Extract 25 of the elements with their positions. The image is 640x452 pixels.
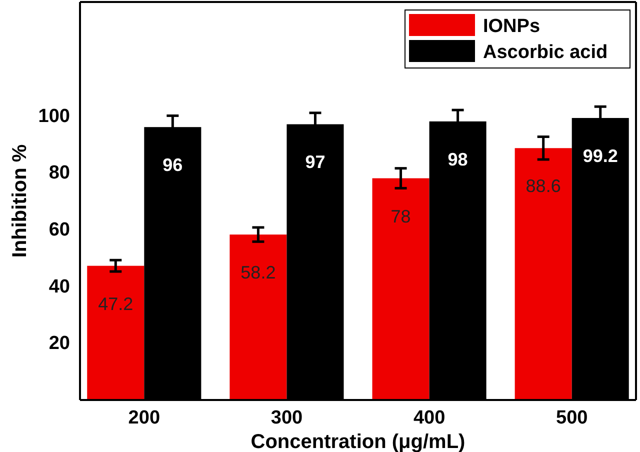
y-tick-label: 40 (48, 276, 70, 298)
legend-label: IONPs (483, 16, 540, 37)
data-label: 99.2 (582, 146, 618, 166)
x-axis-title: Concentration (μg/mL) (250, 431, 466, 452)
data-label: 88.6 (526, 176, 561, 196)
x-tick-label: 500 (556, 407, 588, 428)
bar (87, 266, 144, 400)
y-tick-label: 80 (48, 162, 70, 184)
data-label: 97 (305, 152, 326, 172)
data-label: 58.2 (240, 262, 276, 283)
data-label: 98 (448, 149, 468, 170)
bar (372, 178, 430, 400)
y-axis-title: Inhibition % (9, 144, 31, 258)
bar (514, 148, 572, 400)
y-tick-label: 20 (48, 333, 70, 354)
data-label: 47.2 (98, 294, 134, 314)
x-tick-label: 400 (413, 407, 446, 428)
x-tick-label: 300 (270, 407, 303, 428)
legend-label: Ascorbic acid (483, 42, 608, 63)
x-tick-label: 200 (128, 407, 160, 428)
y-tick-label: 60 (48, 220, 70, 241)
bar (230, 234, 287, 400)
data-label: 96 (162, 155, 183, 176)
data-label: 78 (390, 206, 411, 226)
y-tick-label: 100 (38, 106, 70, 127)
